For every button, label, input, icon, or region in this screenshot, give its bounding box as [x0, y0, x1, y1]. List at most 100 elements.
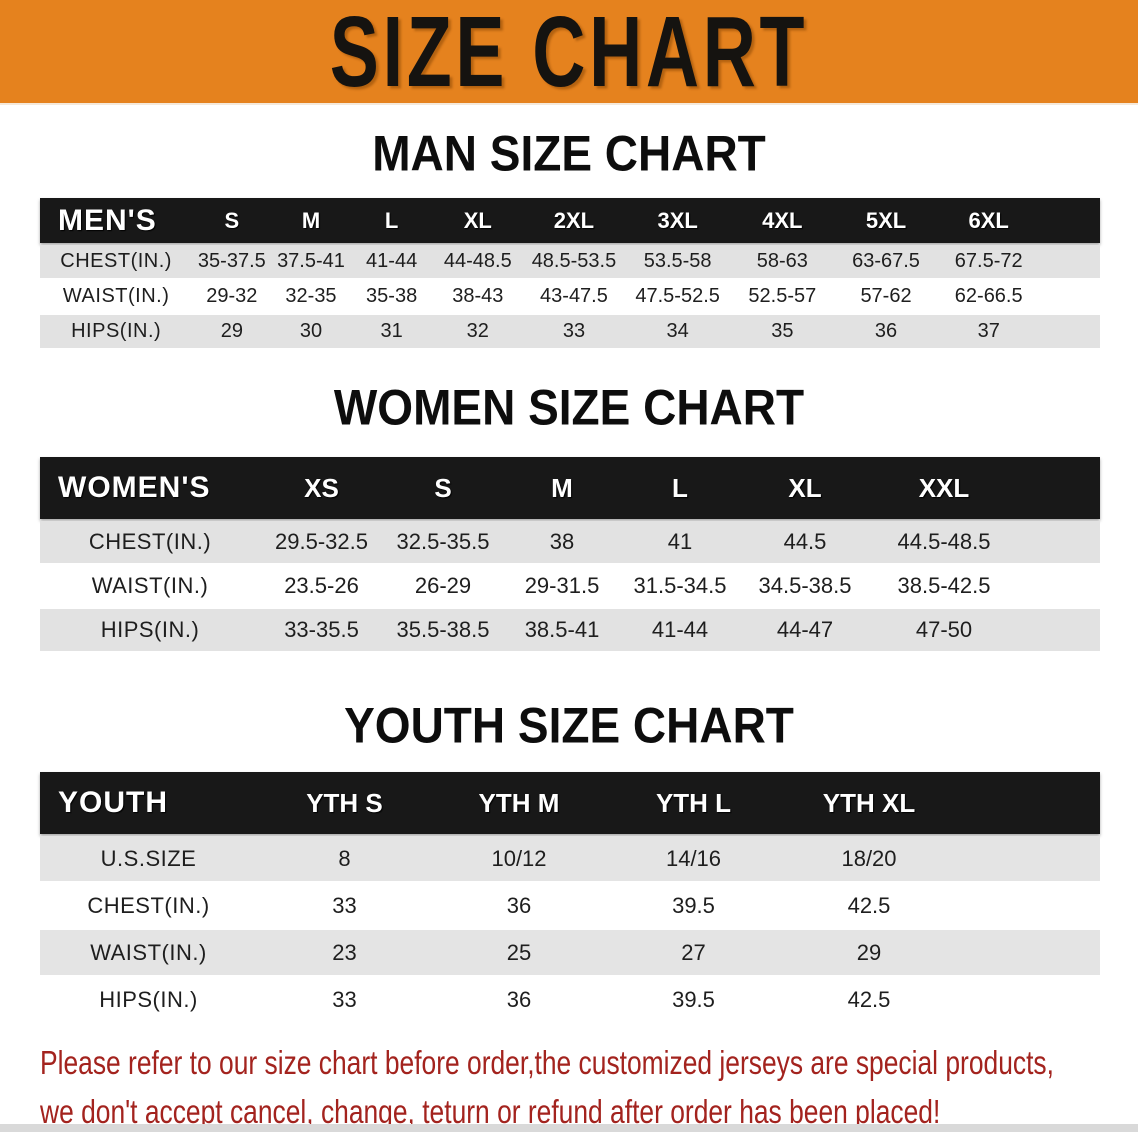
size-value-cell: 41-44	[350, 245, 433, 278]
size-value-cell: 58-63	[730, 245, 835, 278]
table-row: WAIST(IN.) 23.5-26 26-29 29-31.5 31.5-34.5 34…	[40, 565, 1100, 607]
row-label: HIPS(IN.)	[40, 609, 260, 651]
size-value-cell: 38.5-42.5	[871, 565, 1017, 607]
size-value-cell: 25	[432, 930, 606, 975]
size-value-cell: 30	[271, 315, 351, 348]
size-value-cell: 29-31.5	[503, 565, 621, 607]
banner-title: SIZE CHART	[329, 0, 809, 107]
table-row: WAIST(IN.) 29-32 32-35 35-38 38-43 43-47.5 47.…	[40, 280, 1100, 313]
size-value-cell: 62-66.5	[937, 280, 1040, 313]
size-value-cell: 33	[522, 315, 626, 348]
size-value-cell: 33	[257, 977, 432, 1022]
size-column-header: 5XL	[834, 198, 938, 243]
size-value-cell: 47-50	[871, 609, 1017, 651]
youth-size-table: YOUTH YTH S YTH M YTH L YTH XL U.S.SIZE 8 10/12…	[40, 770, 1100, 1024]
table-row: U.S.SIZE 8 10/12 14/16 18/20	[40, 836, 1100, 881]
size-value-cell: 52.5-57	[730, 280, 835, 313]
size-value-cell: 23	[257, 930, 432, 975]
size-value-cell: 38-43	[432, 280, 523, 313]
heading-women-size-chart: WOMEN SIZE CHART	[333, 378, 805, 436]
size-value-cell: 35-37.5	[192, 245, 272, 278]
mens-size-table: MEN'S S M L XL 2XL 3XL 4XL 5XL 6XL CHEST(IN.) 35-37…	[40, 196, 1100, 350]
size-value-cell: 39.5	[606, 883, 781, 928]
table-row: CHEST(IN.) 33 36 39.5 42.5	[40, 883, 1100, 928]
filler-cell	[1039, 245, 1100, 278]
size-column-header: YTH S	[257, 772, 432, 834]
filler-cell	[1039, 315, 1100, 348]
womens-size-table: WOMEN'S XS S M L XL XXL CHEST(IN.) 29.5-32.5 32.5…	[40, 455, 1100, 653]
size-value-cell: 31	[350, 315, 433, 348]
size-value-cell: 53.5-58	[625, 245, 731, 278]
row-label: WAIST(IN.)	[40, 930, 257, 975]
row-label: HIPS(IN.)	[40, 977, 257, 1022]
size-column-header: M	[503, 457, 621, 519]
filler-cell	[957, 977, 1100, 1022]
bottom-edge-strip	[0, 1124, 1138, 1132]
size-column-header: 2XL	[522, 198, 626, 243]
size-value-cell: 57-62	[834, 280, 938, 313]
size-value-cell: 31.5-34.5	[621, 565, 739, 607]
row-label: CHEST(IN.)	[40, 883, 257, 928]
size-column-header: M	[271, 198, 351, 243]
size-column-header: XXL	[871, 457, 1017, 519]
size-value-cell: 63-67.5	[834, 245, 938, 278]
size-column-header: YTH XL	[781, 772, 957, 834]
filler-cell	[1017, 457, 1100, 519]
size-value-cell: 44.5	[739, 521, 871, 563]
row-label: HIPS(IN.)	[40, 315, 193, 348]
size-value-cell: 43-47.5	[522, 280, 626, 313]
heading-man-size-chart: MAN SIZE CHART	[372, 124, 766, 182]
size-value-cell: 32.5-35.5	[383, 521, 503, 563]
size-value-cell: 41-44	[621, 609, 739, 651]
size-value-cell: 35	[730, 315, 835, 348]
size-value-cell: 37	[937, 315, 1040, 348]
size-value-cell: 29-32	[192, 280, 272, 313]
size-column-header: L	[350, 198, 433, 243]
size-column-header: XS	[260, 457, 383, 519]
filler-cell	[1039, 280, 1100, 313]
table-row: HIPS(IN.) 33 36 39.5 42.5	[40, 977, 1100, 1022]
size-value-cell: 32	[432, 315, 523, 348]
size-value-cell: 36	[432, 977, 606, 1022]
size-value-cell: 32-35	[271, 280, 351, 313]
table-row: CHEST(IN.) 35-37.5 37.5-41 41-44 44-48.5 48.5…	[40, 245, 1100, 278]
table-header-row: MEN'S S M L XL 2XL 3XL 4XL 5XL 6XL	[40, 198, 1100, 243]
size-value-cell: 29.5-32.5	[260, 521, 383, 563]
filler-cell	[957, 772, 1100, 834]
size-value-cell: 35-38	[350, 280, 433, 313]
size-value-cell: 39.5	[606, 977, 781, 1022]
filler-cell	[957, 836, 1100, 881]
heading-youth-size-chart: YOUTH SIZE CHART	[344, 696, 794, 754]
size-value-cell: 34.5-38.5	[739, 565, 871, 607]
table-header-row: WOMEN'S XS S M L XL XXL	[40, 457, 1100, 519]
size-value-cell: 23.5-26	[260, 565, 383, 607]
row-label: WAIST(IN.)	[40, 565, 260, 607]
size-value-cell: 38.5-41	[503, 609, 621, 651]
size-value-cell: 44.5-48.5	[871, 521, 1017, 563]
row-label: CHEST(IN.)	[40, 521, 260, 563]
filler-cell	[1017, 609, 1100, 651]
disclaimer-text: Please refer to our size chart before or…	[40, 1038, 1138, 1136]
disclaimer-line-1: Please refer to our size chart before or…	[40, 1044, 1054, 1081]
filler-cell	[1017, 521, 1100, 563]
table-corner-label: MEN'S	[40, 198, 193, 243]
disclaimer-line-2: we don't accept cancel, change, teturn o…	[40, 1093, 941, 1130]
size-value-cell: 35.5-38.5	[383, 609, 503, 651]
row-label: CHEST(IN.)	[40, 245, 193, 278]
size-column-header: YTH M	[432, 772, 606, 834]
size-value-cell: 14/16	[606, 836, 781, 881]
row-label: WAIST(IN.)	[40, 280, 193, 313]
size-value-cell: 36	[432, 883, 606, 928]
size-value-cell: 47.5-52.5	[625, 280, 731, 313]
filler-cell	[957, 883, 1100, 928]
table-header-row: YOUTH YTH S YTH M YTH L YTH XL	[40, 772, 1100, 834]
size-value-cell: 44-48.5	[432, 245, 523, 278]
size-column-header: YTH L	[606, 772, 781, 834]
size-value-cell: 38	[503, 521, 621, 563]
size-value-cell: 42.5	[781, 883, 957, 928]
size-value-cell: 36	[834, 315, 938, 348]
table-row: HIPS(IN.) 33-35.5 35.5-38.5 38.5-41 41-44 44-…	[40, 609, 1100, 651]
size-value-cell: 8	[257, 836, 432, 881]
filler-cell	[1039, 198, 1100, 243]
size-value-cell: 18/20	[781, 836, 957, 881]
